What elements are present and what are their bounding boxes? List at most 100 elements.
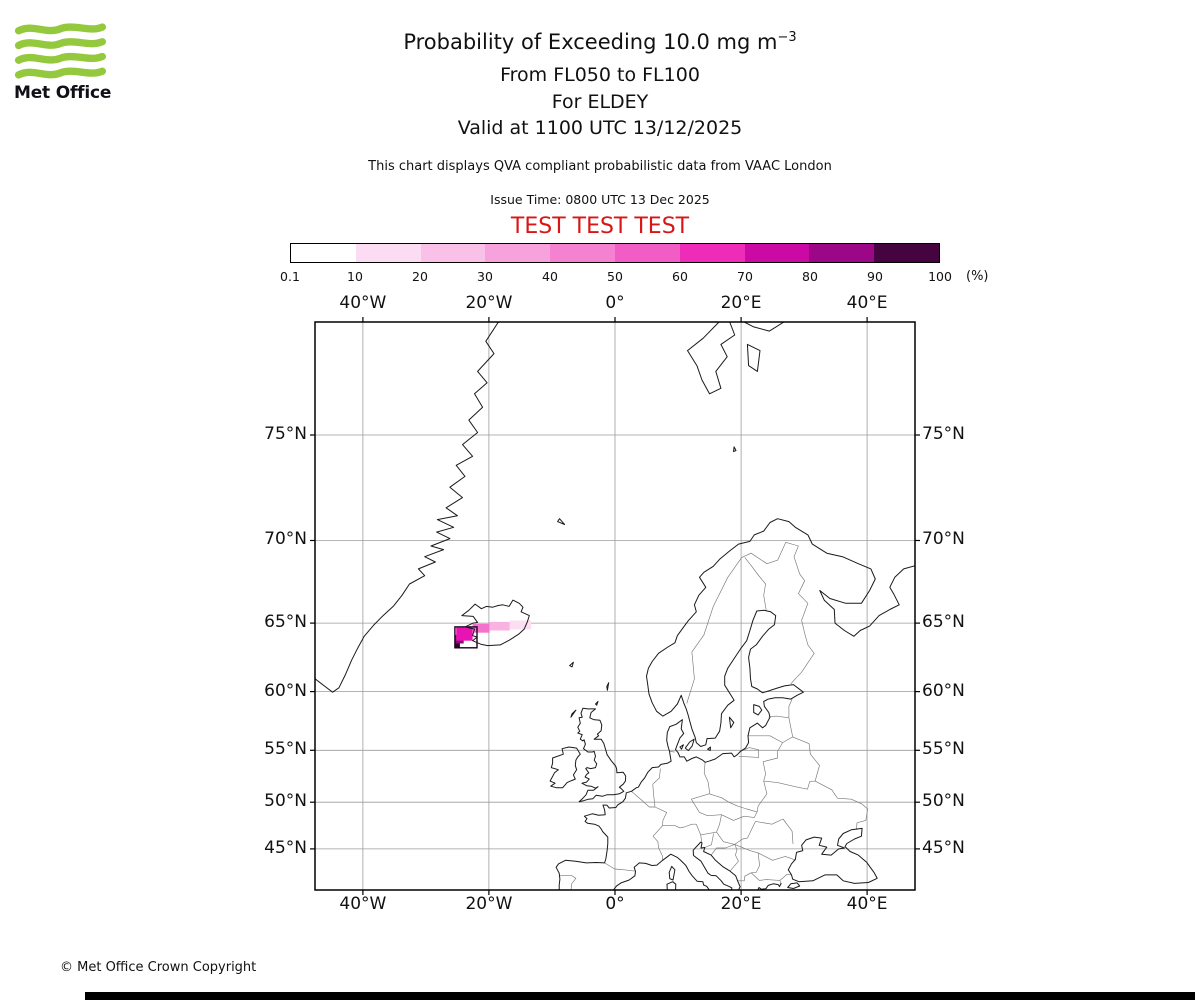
coastline [679,744,684,750]
lat-label-right: 70°N [922,529,965,550]
coastline [668,865,676,881]
coastline [743,322,785,332]
coastline [612,853,710,890]
lat-label-left: 75°N [264,423,307,444]
colorbar-tick-label: 40 [542,269,558,284]
probability-colorbar [290,243,940,263]
coastline [746,343,761,372]
page-title: Probability of Exceeding 10.0 mg m−3 [0,30,1200,54]
coastline [707,746,711,752]
lon-label-top: 40°E [846,293,888,313]
lat-label-right: 65°N [922,612,965,633]
colorbar-tick-label: 60 [672,269,688,284]
coastline [570,709,577,718]
decorative-bottom-bar [85,992,1195,1000]
coastline [753,704,763,716]
coastline [728,716,735,729]
coastline [757,882,782,890]
colorbar-segment [809,244,875,262]
country-border [669,751,675,753]
country-border [757,852,796,861]
colorbar-segment [550,244,615,262]
colorbar-tick-label: 50 [607,269,623,284]
coastline [595,701,599,706]
colorbar-tick-labels: 0.1 10 20 30 40 50 60 70 80 90 100 [280,269,952,285]
country-border [744,557,767,612]
lon-label-top: 20°W [465,293,513,313]
lat-label-left: 60°N [264,680,307,701]
country-border [631,791,655,808]
country-border [710,844,735,856]
lat-label-left: 70°N [264,529,307,550]
coastline [787,882,801,889]
country-border [686,557,742,704]
ash-plume-cell [472,623,490,633]
country-border [716,831,743,845]
country-border [738,747,760,758]
lon-label-top: 40°W [339,293,387,313]
colorbar-tick-label: 80 [802,269,818,284]
lat-label-right: 50°N [922,791,965,812]
subtitle-valid-time: Valid at 1100 UTC 13/12/2025 [457,117,743,139]
colorbar-tick-label: 20 [412,269,428,284]
country-border [755,818,794,844]
issue-time: Issue Time: 0800 UTC 13 Dec 2025 [490,192,710,207]
country-border [742,821,756,840]
country-border [652,825,663,860]
colorbar-unit-label: (%) [966,269,989,284]
colorbar-tick-label: 90 [867,269,883,284]
country-border [729,844,739,872]
country-border [653,792,668,826]
country-border [763,780,816,790]
country-border [691,799,722,817]
ash-plume-cell [509,620,532,630]
colorbar-tick-label: 30 [477,269,493,284]
page-title-main: Probability of Exceeding 10.0 mg m [403,30,778,54]
country-border [703,762,710,794]
lon-label-bottom: 20°E [720,894,762,914]
country-border [604,862,635,872]
coastline [569,661,574,668]
colorbar-segment [614,244,680,262]
coastline [606,682,610,691]
country-border [748,735,783,743]
country-border [751,852,760,874]
qva-note: This chart displays QVA compliant probab… [368,159,832,174]
coastline [461,599,530,647]
test-banner: TEST TEST TEST [510,214,690,239]
met-office-logo-waves [14,23,106,79]
lon-label-bottom: 40°W [339,894,387,914]
lat-label-left: 50°N [264,791,307,812]
country-border [750,872,780,881]
colorbar-tick-label: 100 [928,269,952,284]
map-svg [310,317,920,895]
lon-label-top: 20°E [720,293,762,313]
lat-label-right: 75°N [922,423,965,444]
country-border [782,717,794,743]
lat-label-left: 65°N [264,612,307,633]
met-office-logo: Met Office [14,22,124,103]
lat-label-right: 55°N [922,739,965,760]
lon-label-bottom: 40°E [846,894,888,914]
coastline [577,707,627,803]
coastline [315,322,499,693]
country-border [700,814,722,836]
colorbar-segment [744,244,810,262]
ash-plume-cell [456,627,473,641]
country-border [779,873,792,881]
page-title-exponent: −3 [777,30,797,45]
colorbar-segment [355,244,421,262]
country-border [741,541,801,575]
coastline [549,746,581,789]
coastline [692,841,741,890]
met-office-logo-text: Met Office [14,83,112,103]
coastline [687,322,736,395]
colorbar-segment [679,244,745,262]
coastline [733,446,737,453]
country-border [559,875,577,890]
lon-label-top: 0° [605,293,625,313]
country-border [790,573,815,685]
colorbar-segment [291,244,356,262]
lon-label-bottom: 0° [605,894,625,914]
